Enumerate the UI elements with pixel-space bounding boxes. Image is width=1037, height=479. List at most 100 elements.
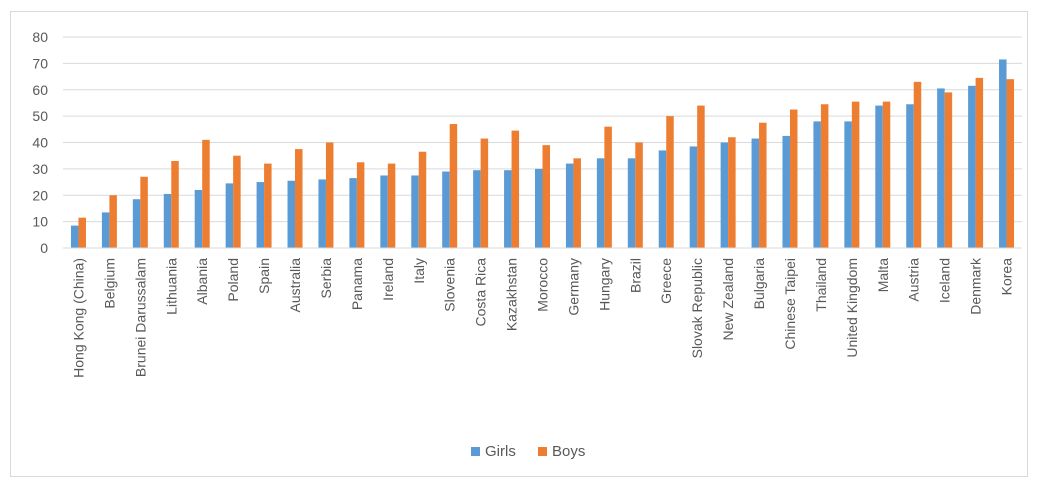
x-category-label: Denmark [968, 257, 984, 315]
bar-girls-7 [287, 180, 296, 248]
bar-girls-22 [751, 138, 760, 248]
legend-swatch-boys [538, 447, 547, 456]
y-tick-label: 60 [32, 82, 48, 98]
x-category-label: Serbia [318, 258, 334, 299]
y-tick-label: 10 [32, 214, 48, 230]
bar-boys-2 [140, 176, 148, 248]
bar-boys-10 [387, 163, 396, 248]
x-category-label: Brazil [627, 258, 643, 293]
bar-boys-21 [728, 137, 736, 248]
x-category-label: Thailand [813, 258, 829, 312]
bar-boys-29 [975, 77, 984, 248]
bar-boys-19 [666, 116, 674, 248]
bar-girls-0 [70, 225, 79, 248]
legend: Girls Boys [471, 443, 585, 460]
bar-girls-26 [875, 105, 883, 248]
bar-girls-12 [442, 171, 450, 248]
bar-boys-8 [325, 142, 334, 248]
bar-boys-14 [511, 130, 520, 248]
x-category-label: Poland [225, 258, 241, 302]
bar-girls-1 [101, 212, 110, 248]
x-category-label: Iceland [937, 258, 953, 303]
bar-boys-16 [573, 158, 581, 248]
x-category-label: Chinese Taipei [782, 258, 798, 350]
bar-girls-11 [411, 175, 419, 248]
x-category-label: Lithuania [163, 258, 179, 315]
y-tick-label: 0 [40, 240, 48, 256]
bar-boys-13 [480, 138, 489, 248]
bar-boys-3 [171, 160, 179, 248]
bar-girls-20 [689, 146, 698, 248]
bar-boys-12 [449, 124, 458, 248]
bar-boys-1 [109, 195, 117, 248]
y-tick-label: 20 [32, 187, 48, 203]
bar-boys-22 [759, 122, 767, 248]
bar-boys-0 [78, 217, 86, 248]
bar-girls-28 [937, 88, 945, 249]
x-category-label: Panama [349, 258, 365, 310]
x-category-label: Morocco [535, 258, 551, 312]
bar-boys-27 [913, 81, 922, 249]
y-axis-ticks: 0 10 20 30 40 50 60 70 80 [32, 29, 48, 256]
legend-label-girls: Girls [485, 443, 516, 460]
bars [70, 59, 1015, 249]
bar-girls-5 [225, 183, 234, 248]
bar-boys-25 [851, 101, 860, 249]
gridlines [63, 36, 1022, 223]
bar-girls-27 [906, 104, 914, 248]
bar-girls-8 [318, 179, 326, 248]
bar-boys-11 [418, 151, 427, 248]
y-tick-label: 50 [32, 108, 48, 124]
bar-boys-4 [202, 139, 210, 248]
bar-boys-9 [356, 162, 365, 248]
x-category-label: Spain [256, 258, 272, 294]
bar-girls-2 [132, 199, 141, 248]
x-category-label: Bulgaria [751, 258, 767, 310]
bar-girls-21 [720, 142, 729, 248]
bar-boys-28 [944, 92, 953, 248]
bar-girls-25 [844, 121, 852, 248]
bar-boys-15 [542, 145, 550, 248]
bar-girls-18 [627, 158, 636, 248]
bar-girls-4 [194, 189, 203, 248]
bar-girls-17 [596, 158, 605, 248]
x-category-label: Belgium [101, 258, 117, 309]
bar-girls-19 [658, 150, 667, 248]
bar-boys-26 [882, 101, 891, 249]
bar-girls-13 [473, 170, 481, 248]
x-category-label: Austria [906, 258, 922, 302]
bar-girls-14 [504, 170, 512, 248]
bar-boys-18 [635, 142, 643, 248]
x-category-label: Slovak Republic [689, 258, 705, 358]
bar-boys-17 [604, 126, 612, 248]
x-category-label: Albania [194, 258, 210, 305]
x-category-label: Kazakhstan [504, 258, 520, 331]
bar-boys-24 [820, 104, 829, 248]
bar-girls-3 [163, 193, 172, 248]
x-category-label: Ireland [380, 258, 396, 301]
x-category-label: Germany [565, 258, 581, 316]
y-tick-label: 70 [32, 55, 48, 71]
bar-girls-30 [999, 59, 1007, 249]
x-category-label: Korea [999, 258, 1015, 296]
bar-girls-23 [782, 135, 790, 248]
bar-boys-20 [697, 105, 705, 248]
bar-boys-7 [295, 149, 303, 248]
y-tick-label: 80 [32, 29, 48, 45]
x-category-label: New Zealand [720, 258, 736, 341]
bar-girls-15 [535, 168, 543, 248]
bar-boys-5 [233, 155, 241, 248]
x-category-label: Malta [875, 258, 891, 292]
x-category-label: Costa Rica [473, 258, 489, 327]
bar-boys-30 [1006, 79, 1015, 248]
bar-girls-24 [813, 121, 821, 248]
legend-swatch-girls [471, 447, 480, 456]
x-category-label: Italy [411, 258, 427, 284]
bar-girls-9 [349, 178, 357, 248]
bar-girls-16 [565, 163, 574, 248]
x-category-label: Slovenia [442, 258, 458, 312]
x-axis-categories: Hong Kong (China) Belgium Brunei Darussala… [70, 257, 1014, 378]
bar-boys-23 [789, 109, 798, 248]
y-tick-label: 40 [32, 135, 48, 151]
